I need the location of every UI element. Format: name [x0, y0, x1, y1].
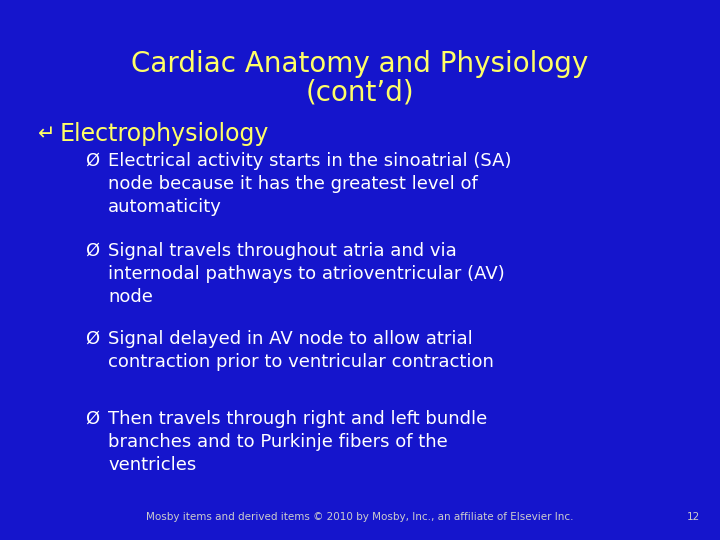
Text: 12: 12 — [687, 512, 700, 522]
Text: Ø: Ø — [85, 152, 99, 170]
Text: Electrophysiology: Electrophysiology — [60, 122, 269, 146]
Text: Signal travels throughout atria and via
internodal pathways to atrioventricular : Signal travels throughout atria and via … — [108, 242, 505, 306]
Text: Then travels through right and left bundle
branches and to Purkinje fibers of th: Then travels through right and left bund… — [108, 410, 487, 474]
Text: Mosby items and derived items © 2010 by Mosby, Inc., an affiliate of Elsevier In: Mosby items and derived items © 2010 by … — [146, 512, 574, 522]
Text: (cont’d): (cont’d) — [306, 78, 414, 106]
Text: Cardiac Anatomy and Physiology: Cardiac Anatomy and Physiology — [131, 50, 589, 78]
Text: Ø: Ø — [85, 330, 99, 348]
Text: Electrical activity starts in the sinoatrial (SA)
node because it has the greate: Electrical activity starts in the sinoat… — [108, 152, 511, 216]
Text: Ø: Ø — [85, 410, 99, 428]
Text: Ø: Ø — [85, 242, 99, 260]
Text: ↵: ↵ — [38, 124, 55, 144]
Text: Signal delayed in AV node to allow atrial
contraction prior to ventricular contr: Signal delayed in AV node to allow atria… — [108, 330, 494, 371]
